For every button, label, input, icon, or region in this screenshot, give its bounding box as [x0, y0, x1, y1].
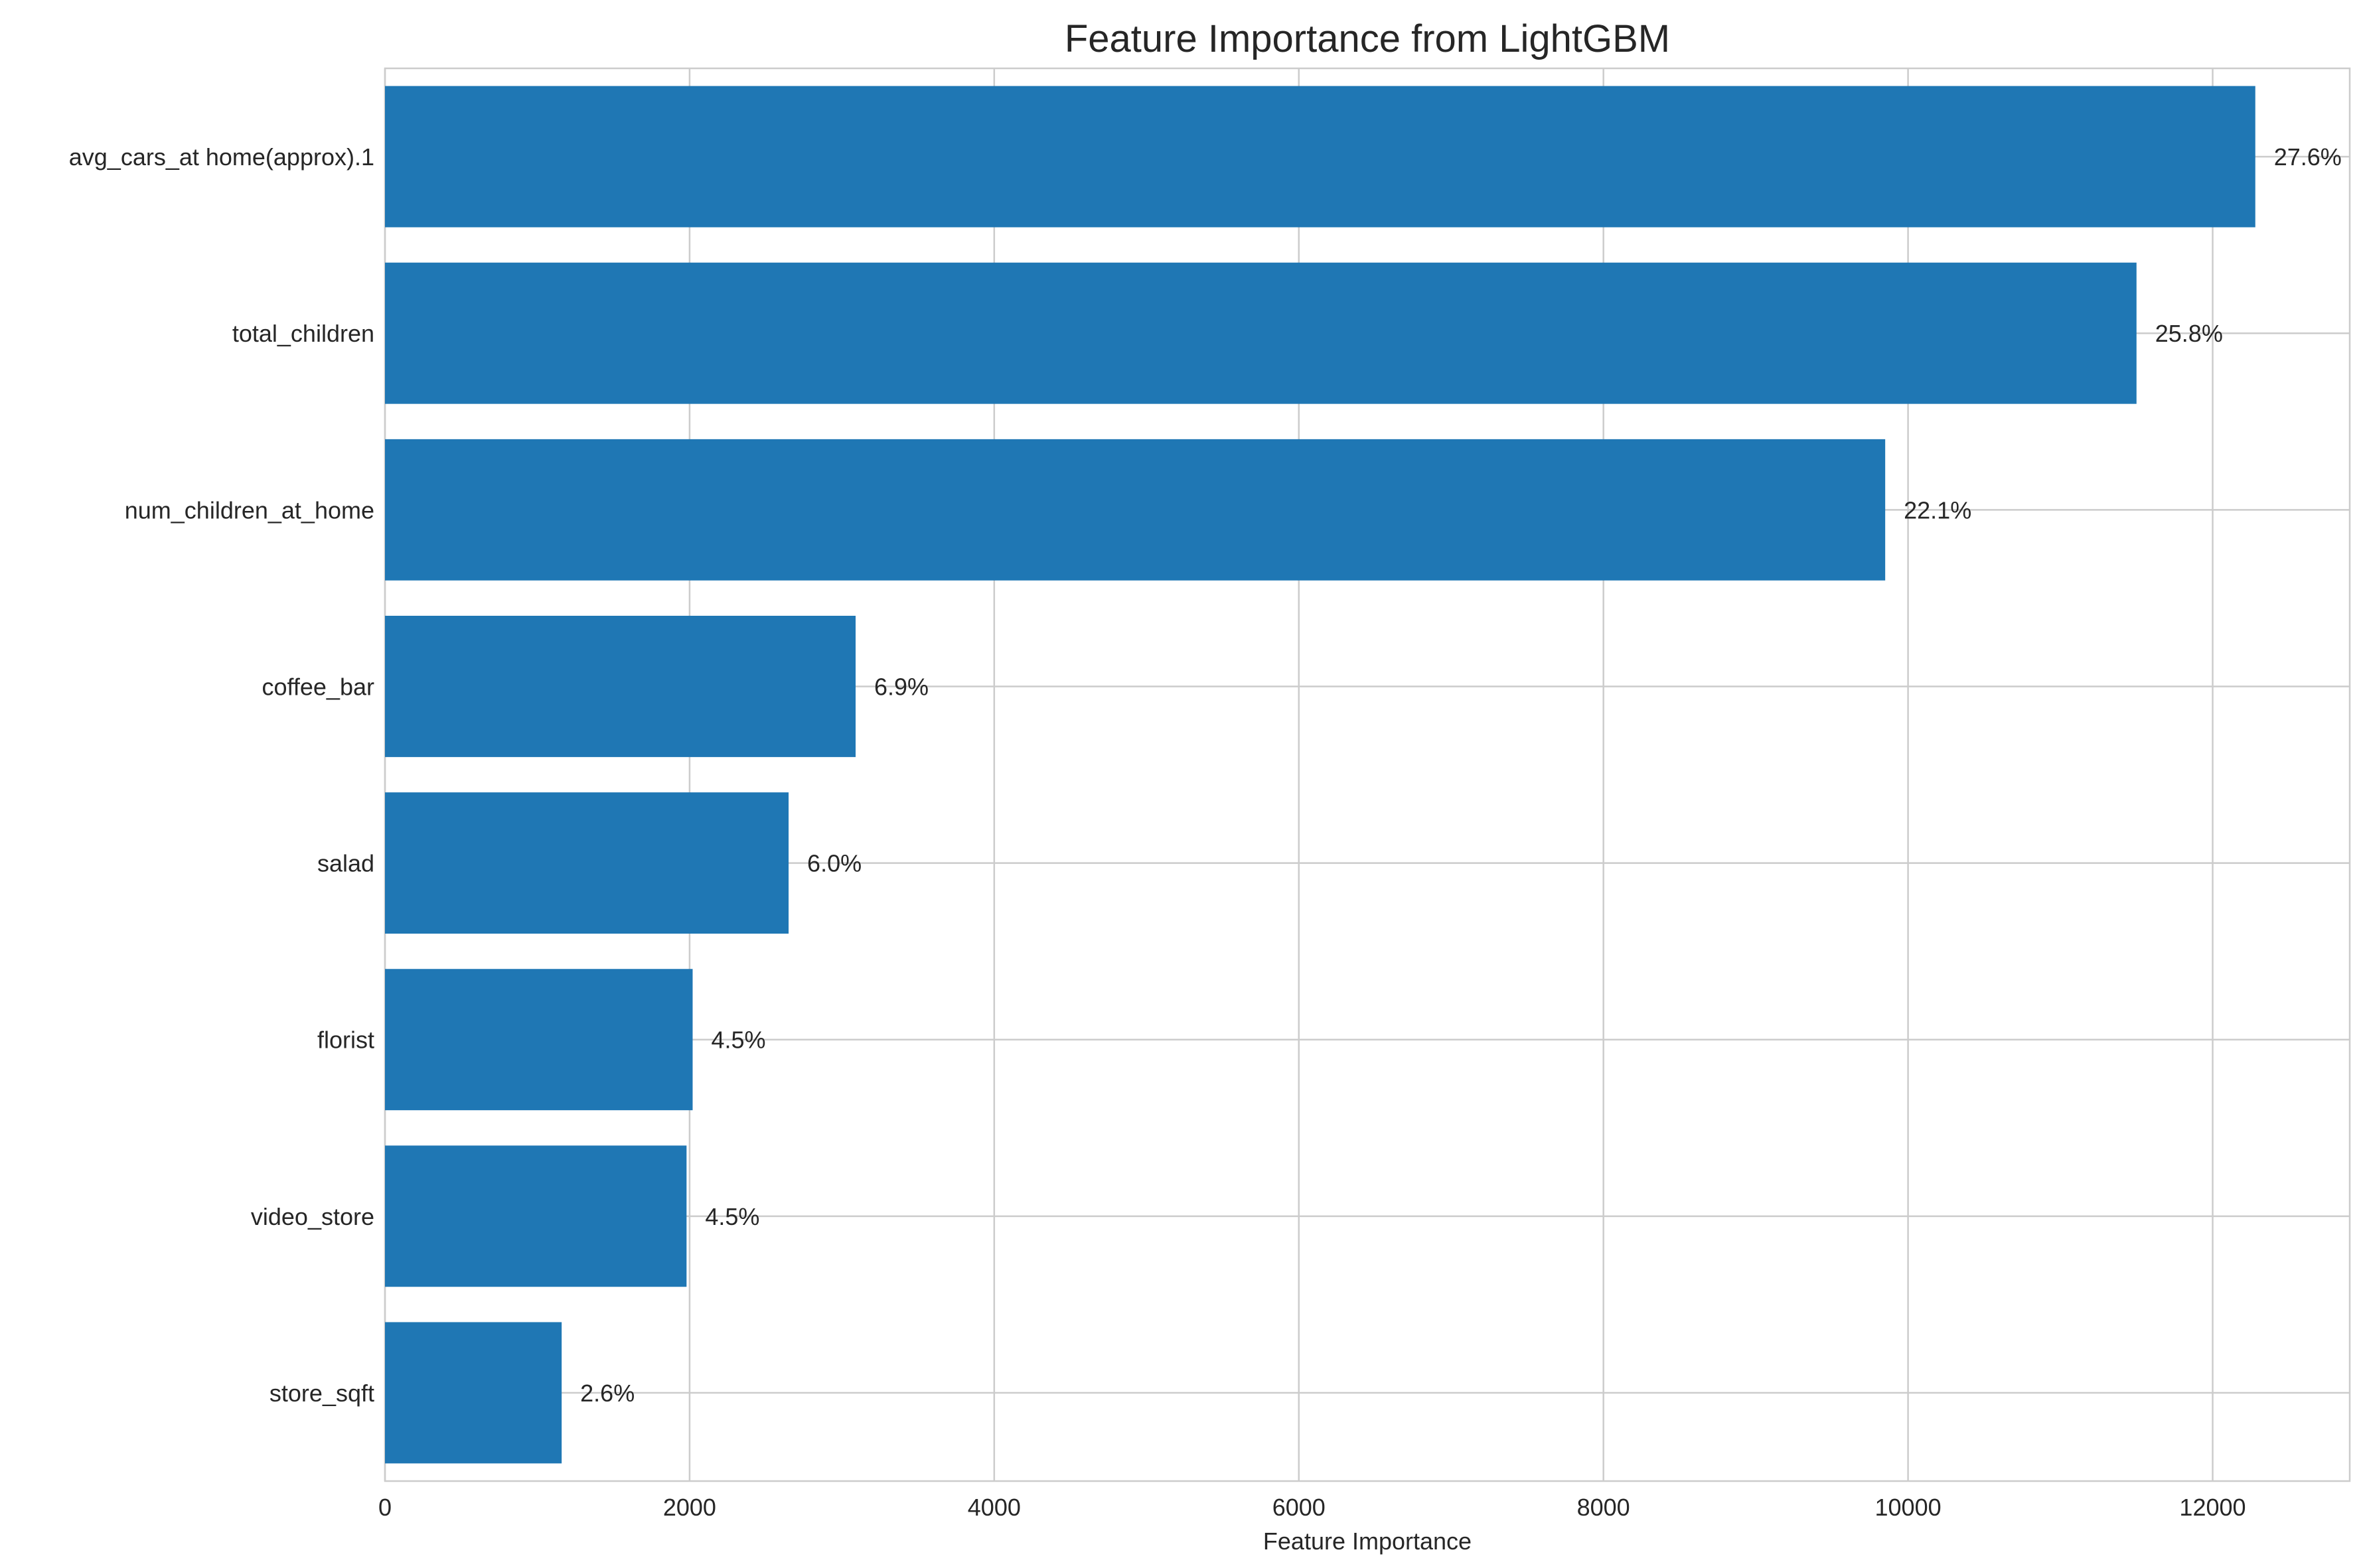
- y-tick-labels: avg_cars_at home(approx).1 total_children…: [69, 143, 374, 1407]
- bar-value-labels: 27.6% 25.8% 22.1% 6.9% 6.0% 4.5% 4.5% 2.6%: [580, 143, 2342, 1407]
- y-tick-label: video_store: [251, 1203, 374, 1230]
- y-tick-label: coffee_bar: [262, 673, 374, 700]
- bar-value-label: 4.5%: [712, 1027, 766, 1054]
- x-tick-label: 12000: [2179, 1494, 2246, 1521]
- y-tick-label: salad: [317, 850, 374, 877]
- bar-value-label: 25.8%: [2155, 320, 2223, 347]
- x-tick-label: 0: [378, 1494, 392, 1521]
- x-tick-label: 2000: [663, 1494, 716, 1521]
- bar-value-label: 6.9%: [874, 673, 929, 700]
- y-tick-label: num_children_at_home: [125, 496, 374, 524]
- bar: [385, 1145, 687, 1287]
- x-axis-label: Feature Importance: [1263, 1528, 1472, 1555]
- x-tick-label: 8000: [1577, 1494, 1630, 1521]
- bar: [385, 969, 693, 1111]
- bars: [385, 86, 2255, 1464]
- x-tick-labels: 0 2000 4000 6000 8000 10000 12000: [378, 1494, 2246, 1521]
- x-tick-label: 6000: [1272, 1494, 1326, 1521]
- bar: [385, 615, 856, 757]
- bar: [385, 1322, 562, 1464]
- bar: [385, 439, 1886, 581]
- bar: [385, 86, 2255, 228]
- x-tick-label: 10000: [1875, 1494, 1942, 1521]
- y-tick-label: total_children: [232, 320, 374, 347]
- y-tick-label: avg_cars_at home(approx).1: [69, 143, 374, 171]
- bar-value-label: 2.6%: [580, 1380, 635, 1407]
- bar-value-label: 27.6%: [2274, 143, 2342, 171]
- bar-value-label: 6.0%: [807, 850, 862, 877]
- y-tick-label: florist: [317, 1027, 374, 1054]
- bar-value-label: 22.1%: [1904, 496, 1971, 524]
- bar: [385, 262, 2137, 404]
- plot-frame: [384, 67, 2351, 1482]
- x-tick-label: 4000: [968, 1494, 1021, 1521]
- bar: [385, 792, 789, 934]
- y-tick-label: store_sqft: [269, 1380, 374, 1407]
- chart-title: Feature Importance from LightGBM: [1065, 17, 1670, 60]
- bar-value-label: 4.5%: [705, 1203, 759, 1230]
